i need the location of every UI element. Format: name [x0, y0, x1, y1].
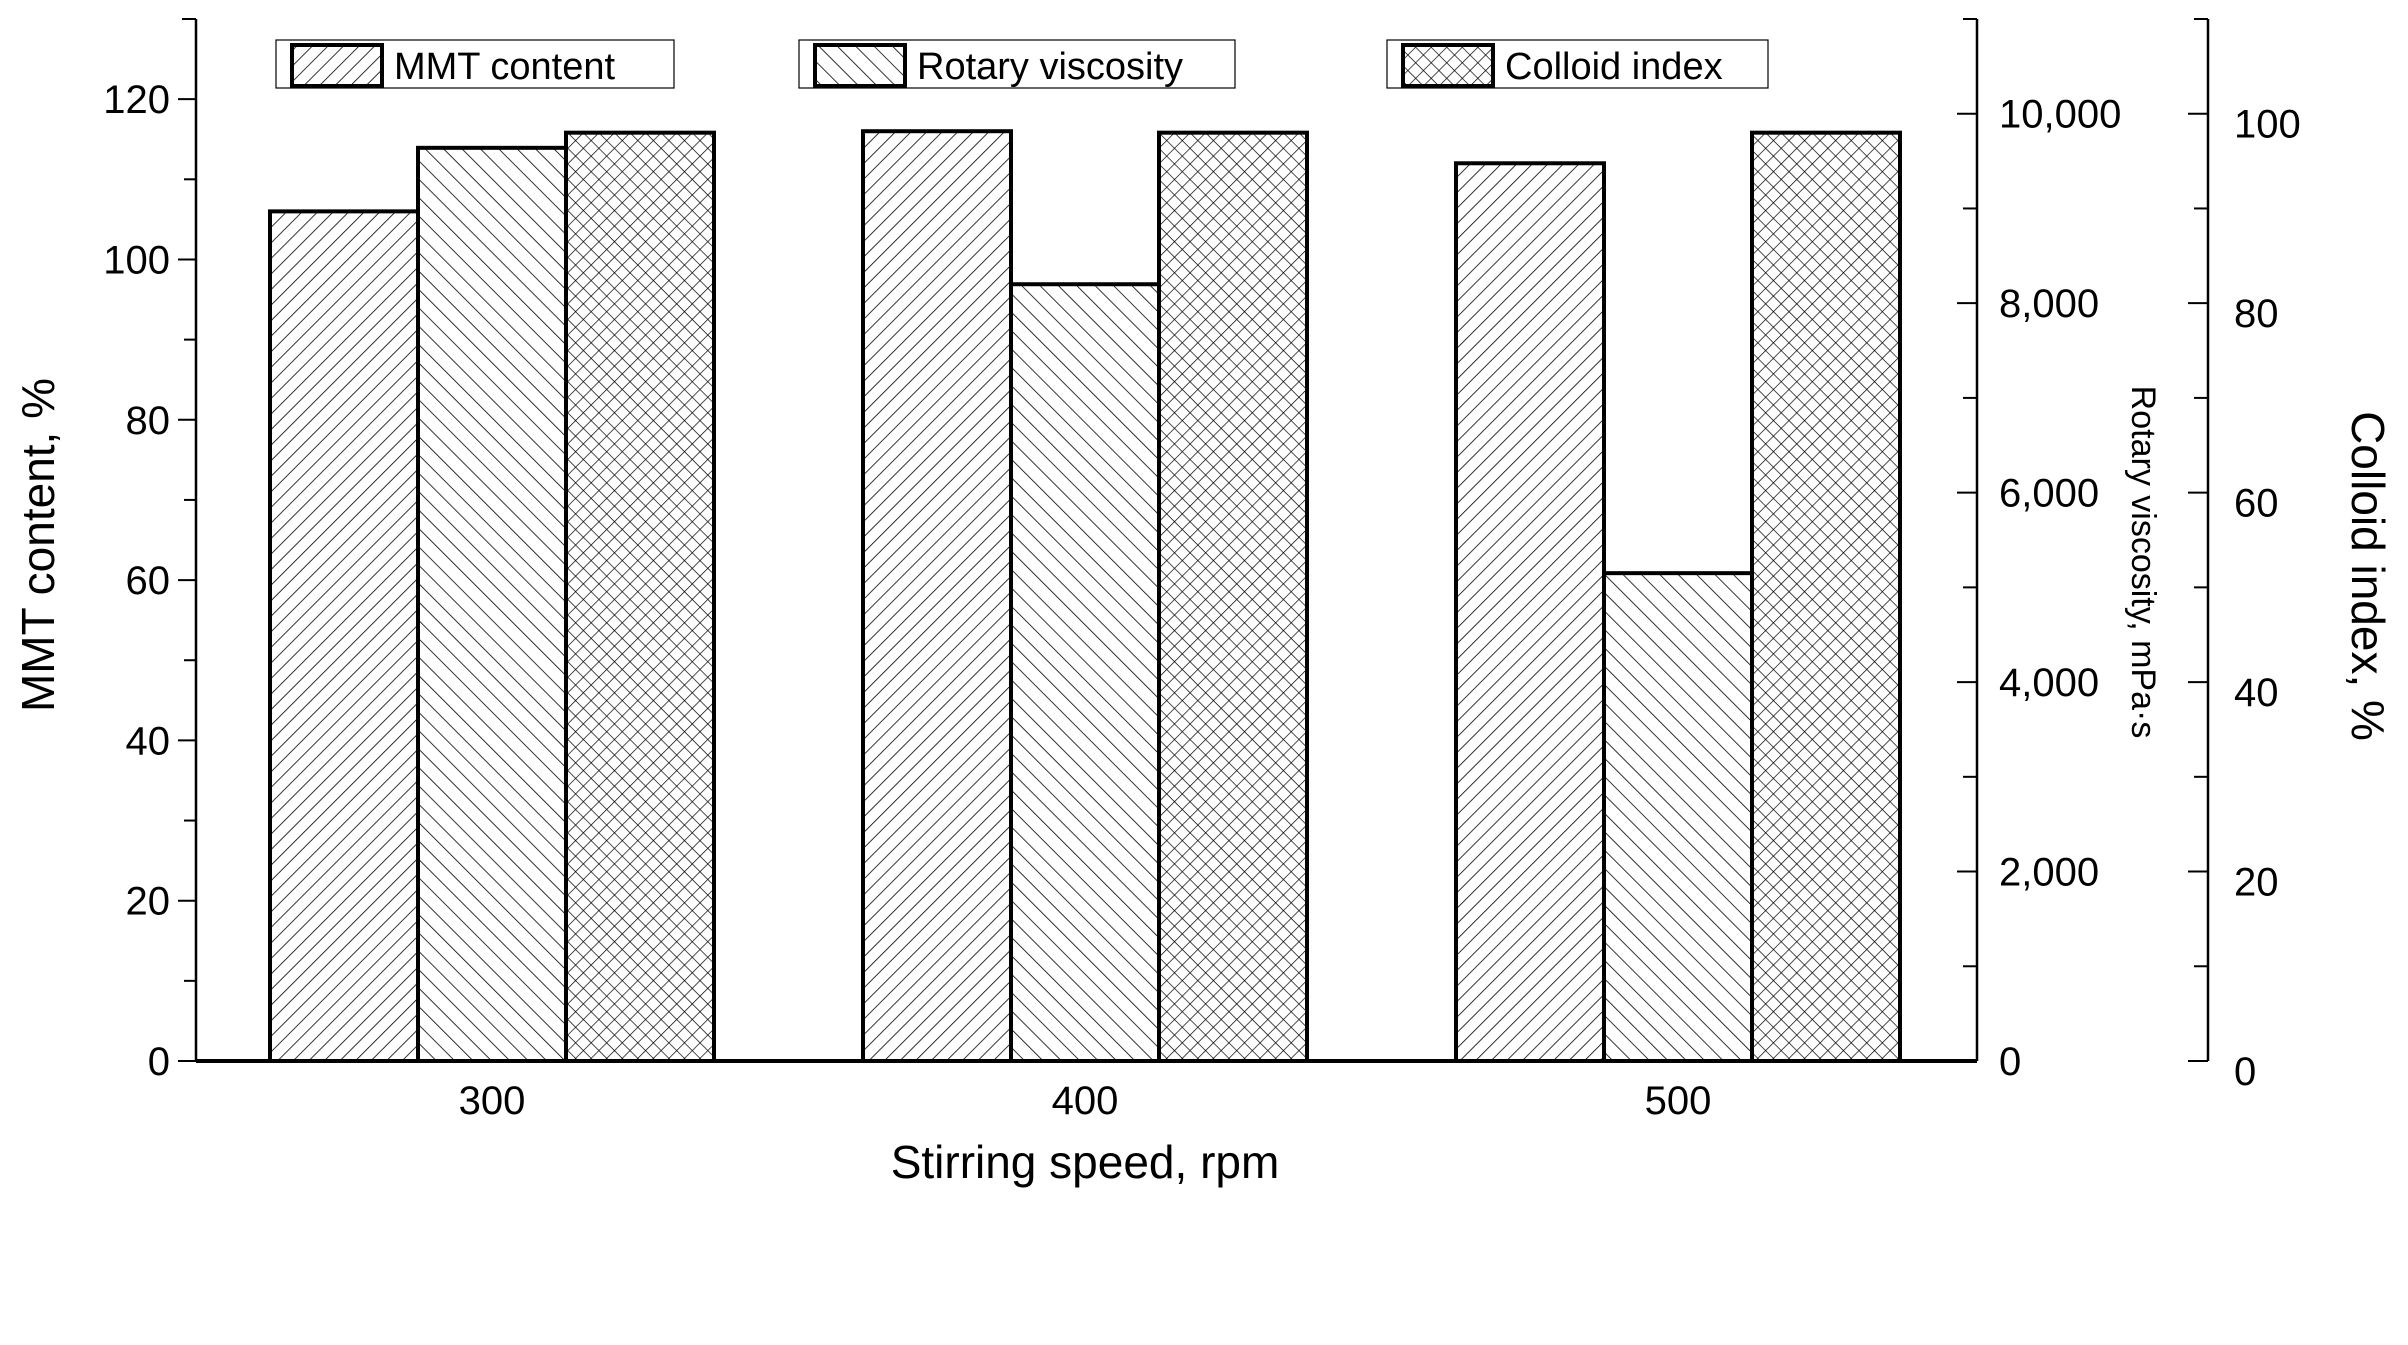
legend-label: Colloid index [1505, 46, 1723, 88]
rotary-viscosity-tick-label: 8,000 [1999, 282, 2099, 326]
rotary-viscosity-tick-label: 4,000 [1999, 661, 2099, 705]
bar-mmt-content-400 [861, 129, 1013, 1063]
bar-colloid-index-300 [564, 130, 716, 1063]
legend: MMT content Rotary viscosity Colloid index [275, 39, 1769, 89]
x-tick-label: 400 [1052, 1079, 1119, 1123]
colloid-index-tick-label: 100 [2234, 103, 2301, 147]
rotary-viscosity-axis-title: Rotary viscosity, mPa·s [2124, 386, 2162, 739]
bar-rotary-viscosity-400 [1009, 282, 1161, 1063]
left-tick-label: 60 [126, 559, 171, 603]
left-tick-label: 100 [103, 238, 170, 282]
bar-rotary-viscosity-300 [416, 145, 568, 1063]
left-tick-label: 0 [148, 1040, 170, 1084]
colloid-index-axis-title: Colloid index, % [2342, 411, 2394, 741]
bar-mmt-content-500 [1454, 161, 1606, 1063]
left-tick-label: 80 [126, 399, 171, 443]
x-axis-title: Stirring speed, rpm [891, 1136, 1280, 1188]
legend-item-colloid-index: Colloid index [1386, 39, 1769, 89]
legend-label: Rotary viscosity [917, 46, 1183, 88]
left-tick-label: 40 [126, 719, 171, 763]
colloid-index-tick-label: 40 [2234, 671, 2279, 715]
x-tick-label: 300 [459, 1079, 526, 1123]
colloid-index-tick-label: 20 [2234, 861, 2279, 905]
x-tick-label: 500 [1645, 1079, 1712, 1123]
bars-layer [268, 129, 1902, 1064]
rotary-viscosity-tick-label: 10,000 [1999, 93, 2121, 137]
bar-colloid-index-400 [1157, 130, 1309, 1063]
legend-label: MMT content [394, 46, 615, 88]
legend-item-rotary-viscosity: Rotary viscosity [798, 39, 1236, 89]
rotary-viscosity-tick-label: 2,000 [1999, 851, 2099, 895]
legend-swatch [290, 43, 384, 88]
bar-mmt-content-300 [268, 209, 420, 1064]
bar-colloid-index-500 [1750, 130, 1902, 1063]
bar-rotary-viscosity-500 [1602, 571, 1754, 1063]
axes-layer: 0 20 40 60 80 100 120 0 2,000 4,000 6,000 8,000 10,0… [103, 18, 2301, 1123]
colloid-index-tick-label: 0 [2234, 1050, 2256, 1094]
legend-item-mmt-content: MMT content [275, 39, 675, 89]
colloid-index-tick-label: 80 [2234, 292, 2279, 336]
left-tick-label: 120 [103, 78, 170, 122]
rotary-viscosity-tick-label: 0 [1999, 1040, 2021, 1084]
colloid-index-tick-label: 60 [2234, 482, 2279, 526]
left-axis-title: MMT content, % [12, 378, 64, 712]
legend-swatch [813, 43, 907, 88]
legend-swatch [1401, 43, 1495, 88]
left-tick-label: 20 [126, 880, 171, 924]
rotary-viscosity-tick-label: 6,000 [1999, 472, 2099, 516]
